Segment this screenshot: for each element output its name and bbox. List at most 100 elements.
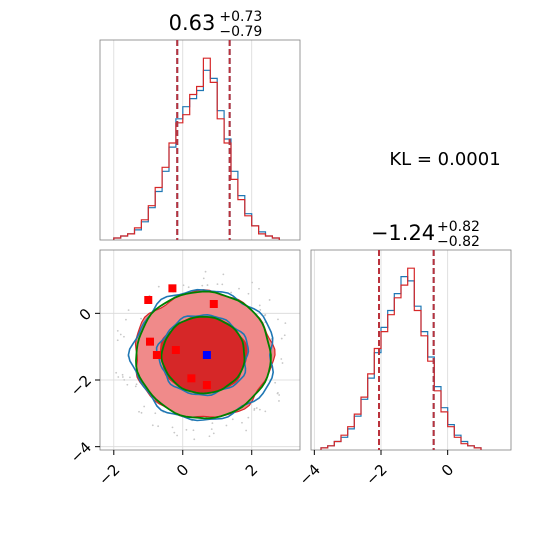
contour-dot-167 — [283, 334, 286, 337]
contour-dot-5 — [185, 428, 188, 431]
contour-frame — [99, 249, 301, 451]
contour-dot-25 — [206, 284, 209, 286]
contour-dot-55 — [212, 432, 215, 435]
panel-top-left-histogram: 0.63 +0.73−0.79 — [99, 9, 301, 241]
contour-dot-74 — [277, 392, 279, 394]
contour-dot-79 — [119, 333, 122, 336]
contour-ytick-label-0: −4 — [67, 438, 95, 466]
contour-red-point-1 — [168, 284, 177, 293]
contour-dot-106 — [173, 431, 176, 434]
contour-dot-146 — [140, 411, 143, 414]
contour-dot-154 — [230, 291, 233, 294]
contour-ytick-label-1: −2 — [67, 372, 95, 400]
hist-bottom-right-title-plus: +0.82 — [437, 219, 480, 235]
contour-dot-171 — [125, 318, 127, 321]
contour-dot-19 — [247, 416, 250, 419]
contour-dot-137 — [253, 407, 256, 410]
contour-dot-105 — [210, 428, 213, 431]
panel-bottom-left-contour: −2 0 2−4−20 — [67, 249, 301, 489]
contour-dot-147 — [204, 270, 207, 273]
contour-dot-54 — [157, 285, 160, 288]
contour-dot-153 — [151, 424, 154, 427]
contour-xtick-label-1: 0 — [173, 461, 192, 480]
contour-dot-131 — [127, 309, 130, 312]
contour-dot-213 — [264, 313, 267, 316]
contour-dot-170 — [247, 292, 250, 295]
hist-top-left-title: 0.63 — [169, 11, 216, 35]
contour-dot-21 — [278, 394, 281, 396]
contour-green-contour-0 — [160, 315, 246, 395]
hist-bottom-right-title-minus: −0.82 — [437, 234, 480, 250]
contour-dot-207 — [281, 362, 284, 364]
contour-dot-37 — [258, 287, 260, 290]
contour-dot-191 — [154, 412, 157, 415]
contour-dot-81 — [264, 410, 267, 413]
hist-top-left-series-blue — [113, 69, 280, 240]
contour-dot-142 — [238, 287, 240, 290]
hist-bottom-right-xtick-label-1: −2 — [362, 461, 390, 489]
contour-dot-93 — [202, 277, 205, 280]
contour-dot-95 — [258, 304, 261, 307]
hist-bottom-right-series-blue — [320, 276, 482, 450]
hist-bottom-right-xtick-label-2: 0 — [438, 461, 457, 480]
contour-dot-195 — [121, 373, 124, 376]
contour-dot-127 — [138, 410, 140, 413]
contour-dot-190 — [259, 309, 262, 311]
contour-xtick-label-0: −2 — [95, 461, 123, 489]
contour-red-point-0 — [144, 296, 153, 304]
contour-dot-53 — [182, 284, 185, 287]
contour-dot-48 — [121, 376, 124, 378]
contour-dot-70 — [129, 376, 131, 379]
contour-dot-148 — [123, 379, 126, 381]
contour-dot-125 — [211, 422, 214, 425]
contour-red-point-4 — [152, 351, 161, 359]
contour-dot-39 — [201, 284, 204, 287]
contour-dot-188 — [171, 426, 174, 429]
contour-dot-16 — [245, 429, 248, 432]
contour-dot-22 — [208, 435, 211, 438]
contour-dot-182 — [116, 339, 119, 342]
contour-dot-32 — [126, 383, 129, 386]
contour-dot-199 — [225, 424, 228, 427]
hist-top-left-title-minus: −0.79 — [219, 24, 262, 40]
contour-dot-47 — [278, 400, 280, 402]
contour-dot-50 — [258, 408, 261, 411]
contour-dot-160 — [140, 317, 142, 320]
contour-dot-175 — [176, 434, 179, 437]
contour-dot-69 — [280, 358, 283, 360]
kl-annotation: KL = 0.0001 — [389, 149, 500, 170]
contour-dot-97 — [115, 371, 118, 374]
hist-bottom-right-series-red — [320, 267, 482, 450]
contour-blue-point-0 — [202, 351, 211, 359]
contour-dot-44 — [193, 438, 196, 441]
contour-dot-38 — [277, 318, 279, 321]
contour-dot-84 — [117, 376, 120, 378]
contour-dot-126 — [268, 299, 271, 301]
contour-dot-104 — [231, 418, 234, 421]
contour-dot-166 — [135, 383, 138, 386]
contour-red-point-5 — [187, 374, 196, 383]
contour-xtick-label-2: 2 — [242, 461, 261, 480]
contour-dot-169 — [251, 281, 254, 284]
contour-red-point-7 — [171, 346, 180, 354]
contour-dot-210 — [280, 337, 283, 340]
contour-red-point-3 — [146, 337, 154, 346]
contour-red-point-6 — [202, 381, 211, 389]
contour-red-point-2 — [209, 300, 218, 308]
contour-ytick-label-2: 0 — [76, 305, 95, 324]
contour-dot-135 — [221, 283, 224, 286]
hist-bottom-right-xtick-label-0: −4 — [296, 461, 324, 489]
hist-bottom-right-title: −1.24 — [371, 221, 435, 245]
contour-dot-215 — [143, 405, 146, 408]
contour-dot-71 — [157, 425, 160, 428]
panel-bottom-right-histogram: −4 −2 0 −1.24 +0.82−0.82 — [296, 219, 512, 489]
contour-dot-72 — [187, 286, 190, 289]
contour-dot-36 — [192, 429, 195, 432]
hist-bottom-right-frame — [310, 249, 512, 451]
contour-dot-11 — [284, 322, 287, 325]
contour-dot-198 — [216, 283, 219, 286]
hist-top-left-series-red — [113, 57, 280, 240]
contour-green-contour-1 — [135, 290, 272, 420]
contour-dot-208 — [134, 385, 137, 388]
